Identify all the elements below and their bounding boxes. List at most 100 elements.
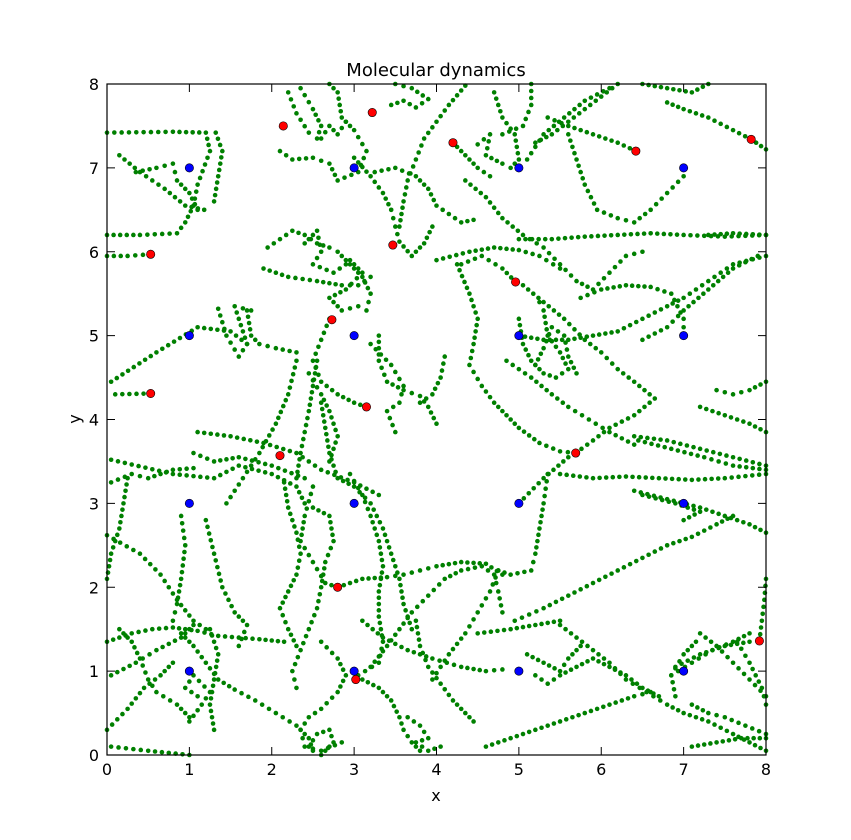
- trajectory-point: [708, 741, 713, 746]
- trajectory-point: [213, 558, 219, 563]
- trajectory-point: [576, 712, 581, 718]
- trajectory-point: [689, 534, 695, 540]
- trajectory-point: [553, 344, 559, 350]
- initial-positions-layer: [184, 163, 689, 676]
- trajectory-point: [160, 644, 165, 650]
- trajectory-point: [491, 245, 497, 250]
- trajectory-point: [312, 371, 318, 376]
- trajectory-point: [349, 281, 354, 287]
- trajectory-point: [300, 526, 305, 531]
- trajectory-point: [541, 308, 546, 313]
- trajectory-point: [108, 551, 114, 556]
- trajectory-point: [568, 273, 574, 278]
- trajectory-path-50: [368, 341, 406, 435]
- trajectory-point: [621, 565, 627, 570]
- trajectory-path-48: [298, 484, 340, 590]
- trajectory-point: [329, 650, 335, 656]
- trajectory-point: [203, 517, 209, 523]
- trajectory-path-35: [500, 81, 534, 137]
- trajectory-point: [625, 439, 631, 444]
- trajectory-point: [539, 621, 544, 627]
- trajectory-point: [533, 362, 538, 368]
- trajectory-point: [609, 361, 615, 366]
- trajectory-point: [425, 404, 431, 410]
- trajectory-point: [413, 105, 419, 110]
- trajectory-point: [131, 547, 136, 553]
- trajectory-point: [166, 584, 172, 590]
- trajectory-point: [577, 102, 582, 108]
- trajectory-point: [640, 337, 645, 343]
- trajectory-point: [210, 721, 216, 726]
- trajectory-point: [365, 506, 371, 512]
- trajectory-point: [333, 469, 338, 475]
- trajectory-path-90: [512, 513, 736, 624]
- trajectory-point: [270, 427, 275, 432]
- trajectory-point: [489, 565, 494, 570]
- trajectory-point: [393, 369, 398, 375]
- trajectory-point: [671, 86, 676, 92]
- trajectory-point: [170, 660, 176, 666]
- trajectory-point: [425, 96, 431, 102]
- trajectory-point: [133, 129, 139, 135]
- trajectory-point: [585, 643, 590, 649]
- trajectory-point: [677, 87, 682, 93]
- trajectory-point: [417, 393, 423, 399]
- trajectory-path-97: [697, 631, 769, 699]
- trajectory-point: [706, 287, 711, 292]
- trajectory-point: [124, 544, 130, 549]
- trajectory-point: [741, 633, 747, 639]
- trajectory-point: [232, 347, 237, 352]
- trajectory-point: [383, 196, 389, 201]
- final-position-point: [754, 636, 764, 646]
- trajectory-point: [483, 596, 489, 601]
- trajectory-point: [202, 630, 207, 635]
- trajectory-point: [390, 215, 396, 221]
- trajectory-point: [655, 286, 660, 292]
- trajectory-point: [618, 259, 623, 264]
- trajectory-point: [540, 507, 545, 512]
- trajectory-point: [409, 740, 415, 745]
- trajectory-point: [664, 303, 670, 309]
- trajectory-point: [326, 444, 331, 450]
- trajectory-point: [307, 402, 313, 408]
- trajectory-point: [552, 666, 557, 671]
- trajectory-point: [167, 698, 173, 703]
- trajectory-point: [376, 685, 382, 691]
- trajectory-point: [243, 635, 248, 641]
- trajectory-point: [714, 712, 719, 718]
- trajectory-point: [438, 113, 443, 119]
- trajectory-point: [317, 591, 323, 597]
- trajectory-point: [217, 313, 223, 318]
- trajectory-point: [380, 648, 386, 654]
- trajectory-point: [462, 279, 467, 285]
- trajectory-point: [177, 199, 183, 204]
- trajectory-point: [601, 429, 607, 435]
- trajectory-point: [397, 239, 402, 244]
- trajectory-point: [666, 499, 672, 504]
- trajectory-point: [321, 566, 327, 571]
- trajectory-point: [397, 224, 402, 229]
- trajectory-point: [578, 169, 583, 175]
- trajectory-point: [557, 266, 563, 271]
- trajectory-point: [584, 129, 590, 135]
- trajectory-point: [288, 632, 294, 638]
- trajectory-point: [438, 664, 443, 670]
- trajectory-point: [572, 336, 577, 342]
- trajectory-point: [125, 368, 131, 374]
- trajectory-point: [467, 714, 472, 720]
- trajectory-point: [504, 270, 510, 276]
- trajectory-point: [282, 486, 288, 491]
- trajectory-point: [282, 468, 288, 473]
- trajectory-path-37: [261, 266, 373, 288]
- trajectory-point: [240, 348, 246, 353]
- trajectory-point: [615, 366, 621, 372]
- trajectory-path-26: [285, 85, 324, 141]
- trajectory-point: [526, 491, 532, 496]
- trajectory-point: [393, 573, 398, 579]
- trajectory-point: [360, 270, 365, 276]
- trajectory-point: [290, 668, 295, 674]
- trajectory-point: [750, 465, 756, 471]
- trajectory-path-84: [664, 100, 754, 142]
- trajectory-point: [430, 677, 435, 682]
- trajectory-point: [398, 582, 403, 588]
